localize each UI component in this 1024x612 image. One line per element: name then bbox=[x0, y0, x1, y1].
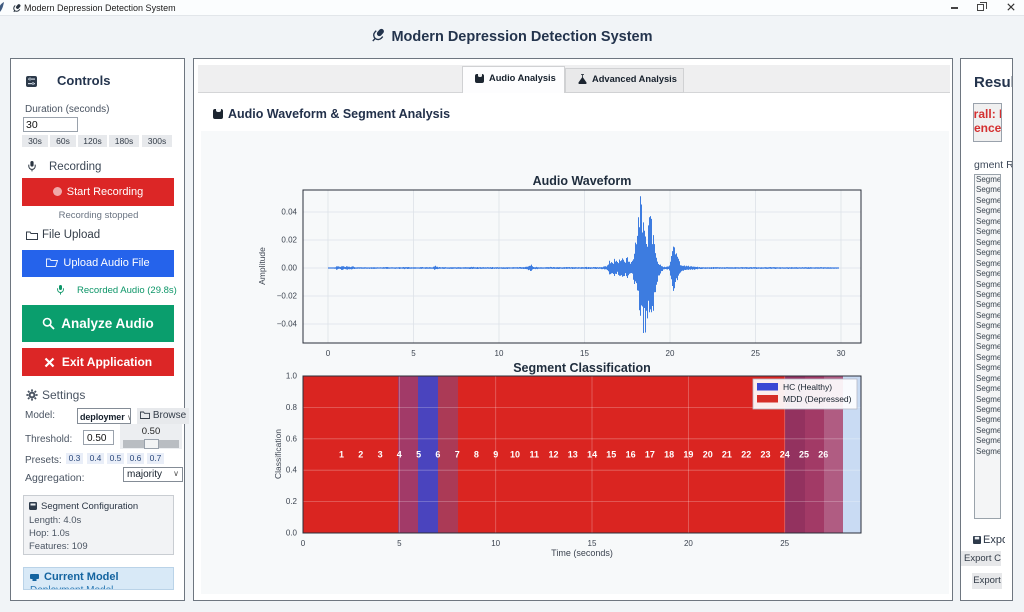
svg-text:20: 20 bbox=[666, 349, 675, 358]
svg-text:22: 22 bbox=[741, 450, 751, 460]
svg-text:16: 16 bbox=[626, 450, 636, 460]
svg-text:0.2: 0.2 bbox=[286, 497, 298, 506]
svg-text:0.00: 0.00 bbox=[281, 264, 297, 273]
svg-text:0.02: 0.02 bbox=[281, 236, 297, 245]
svg-text:15: 15 bbox=[580, 349, 589, 358]
svg-text:Segment Classification: Segment Classification bbox=[513, 361, 651, 375]
svg-text:0.0: 0.0 bbox=[286, 529, 298, 538]
svg-text:Amplitude: Amplitude bbox=[257, 247, 267, 285]
svg-text:0.04: 0.04 bbox=[281, 208, 297, 217]
svg-text:2: 2 bbox=[358, 450, 363, 460]
svg-text:18: 18 bbox=[664, 450, 674, 460]
svg-text:0.4: 0.4 bbox=[286, 466, 298, 475]
svg-text:6: 6 bbox=[435, 450, 440, 460]
svg-text:21: 21 bbox=[722, 450, 732, 460]
svg-text:10: 10 bbox=[491, 539, 500, 548]
svg-text:17: 17 bbox=[645, 450, 655, 460]
svg-text:0: 0 bbox=[301, 539, 306, 548]
svg-text:10: 10 bbox=[510, 450, 520, 460]
svg-text:20: 20 bbox=[684, 539, 693, 548]
svg-text:7: 7 bbox=[455, 450, 460, 460]
svg-text:13: 13 bbox=[568, 450, 578, 460]
svg-text:Classification: Classification bbox=[273, 429, 283, 479]
svg-text:20: 20 bbox=[703, 450, 713, 460]
svg-text:15: 15 bbox=[588, 539, 597, 548]
svg-text:Time (seconds): Time (seconds) bbox=[551, 548, 613, 558]
svg-text:19: 19 bbox=[683, 450, 693, 460]
svg-text:23: 23 bbox=[760, 450, 770, 460]
svg-text:0.6: 0.6 bbox=[286, 434, 298, 443]
svg-text:1: 1 bbox=[339, 450, 344, 460]
svg-text:−0.04: −0.04 bbox=[277, 320, 298, 329]
svg-text:26: 26 bbox=[818, 450, 828, 460]
svg-text:3: 3 bbox=[378, 450, 383, 460]
svg-text:1.0: 1.0 bbox=[286, 372, 298, 381]
svg-text:14: 14 bbox=[587, 450, 597, 460]
svg-text:5: 5 bbox=[397, 539, 402, 548]
svg-text:−0.02: −0.02 bbox=[277, 292, 298, 301]
svg-text:HC (Healthy): HC (Healthy) bbox=[783, 382, 832, 392]
svg-text:25: 25 bbox=[751, 349, 760, 358]
svg-text:5: 5 bbox=[416, 450, 421, 460]
svg-text:12: 12 bbox=[548, 450, 558, 460]
svg-text:8: 8 bbox=[474, 450, 479, 460]
svg-text:25: 25 bbox=[799, 450, 809, 460]
svg-text:24: 24 bbox=[780, 450, 790, 460]
svg-text:4: 4 bbox=[397, 450, 402, 460]
svg-text:15: 15 bbox=[606, 450, 616, 460]
svg-text:10: 10 bbox=[495, 349, 504, 358]
svg-text:30: 30 bbox=[837, 349, 846, 358]
svg-text:0.8: 0.8 bbox=[286, 403, 298, 412]
svg-text:11: 11 bbox=[529, 450, 539, 460]
svg-text:Audio Waveform: Audio Waveform bbox=[533, 174, 632, 188]
svg-text:5: 5 bbox=[411, 349, 416, 358]
svg-text:0: 0 bbox=[326, 349, 331, 358]
svg-text:25: 25 bbox=[780, 539, 789, 548]
svg-text:9: 9 bbox=[493, 450, 498, 460]
svg-text:MDD (Depressed): MDD (Depressed) bbox=[783, 394, 852, 404]
